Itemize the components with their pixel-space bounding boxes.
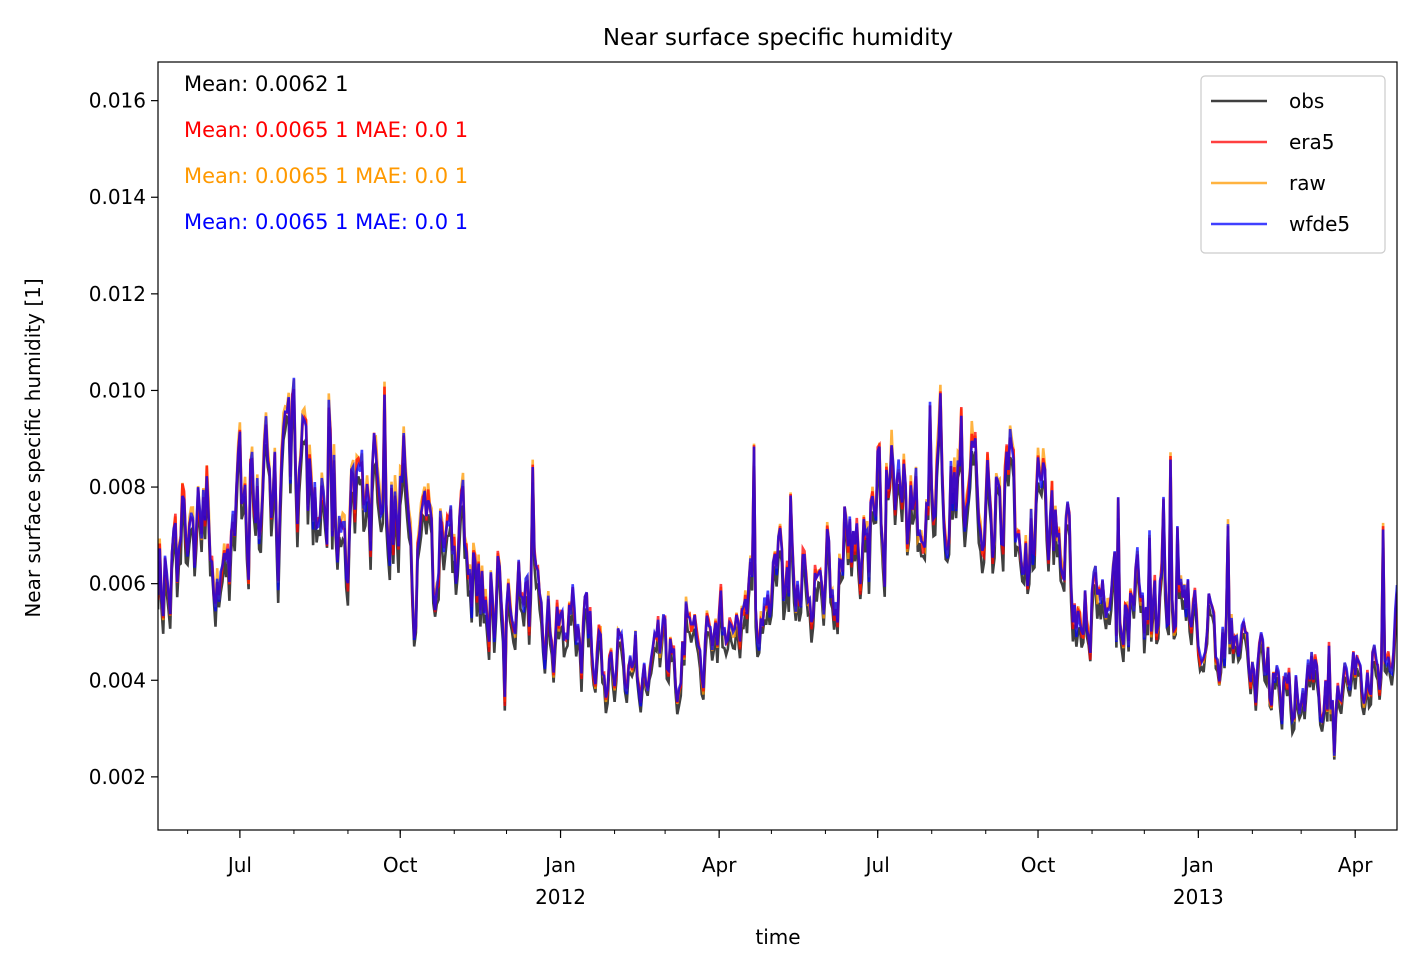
- x-tick-year-label: 2013: [1173, 885, 1224, 909]
- mean-annotation-raw: Mean: 0.0065 1 MAE: 0.0 1: [184, 164, 468, 188]
- y-tick-label: 0.006: [89, 572, 146, 596]
- x-tick-label: Oct: [383, 853, 418, 877]
- chart-title: Near surface specific humidity: [603, 25, 953, 51]
- plot-frame: [157, 61, 1398, 831]
- x-tick-label: Oct: [1021, 853, 1056, 877]
- legend-label-obs: obs: [1289, 89, 1324, 113]
- x-tick-year-label: 2012: [535, 885, 586, 909]
- mean-annotation-era5: Mean: 0.0065 1 MAE: 0.0 1: [184, 118, 468, 142]
- y-tick-label: 0.014: [89, 185, 146, 209]
- mean-annotation-wfde5: Mean: 0.0065 1 MAE: 0.0 1: [184, 210, 468, 234]
- y-tick-label: 0.010: [89, 378, 146, 402]
- y-tick-label: 0.004: [89, 668, 146, 692]
- legend-label-wfde5: wfde5: [1289, 212, 1350, 236]
- x-tick-label: Jul: [864, 853, 890, 877]
- mean-annotation-obs: Mean: 0.0062 1: [184, 72, 348, 96]
- y-tick-label: 0.016: [89, 89, 146, 113]
- y-tick-label: 0.002: [89, 765, 146, 789]
- y-tick-label: 0.008: [89, 475, 146, 499]
- legend: obs era5 raw wfde5: [1200, 75, 1386, 254]
- x-tick-label: Jan: [1181, 853, 1214, 877]
- x-tick-label: Apr: [1338, 853, 1373, 877]
- x-axis-ticks: Jul Oct Jan 2012 Apr Jul Oct Jan 2013 Apr: [187, 830, 1373, 909]
- y-axis-label: Near surface specific humidity [1]: [21, 278, 45, 617]
- y-axis-ticks: 0.002 0.004 0.006 0.008 0.010 0.012 0.014 0.016: [89, 89, 158, 789]
- x-tick-label: Apr: [702, 853, 737, 877]
- legend-label-era5: era5: [1289, 130, 1335, 154]
- legend-box: [1200, 75, 1386, 254]
- mean-annotations: Mean: 0.0062 1 Mean: 0.0065 1 MAE: 0.0 1 M…: [184, 72, 468, 234]
- x-axis-label: time: [755, 925, 800, 949]
- legend-label-raw: raw: [1289, 171, 1326, 195]
- plot-area: [157, 61, 1398, 831]
- y-tick-label: 0.012: [89, 282, 146, 306]
- x-tick-label: Jul: [226, 853, 252, 877]
- series-line-wfde5: [158, 377, 1397, 756]
- x-tick-label: Jan: [543, 853, 576, 877]
